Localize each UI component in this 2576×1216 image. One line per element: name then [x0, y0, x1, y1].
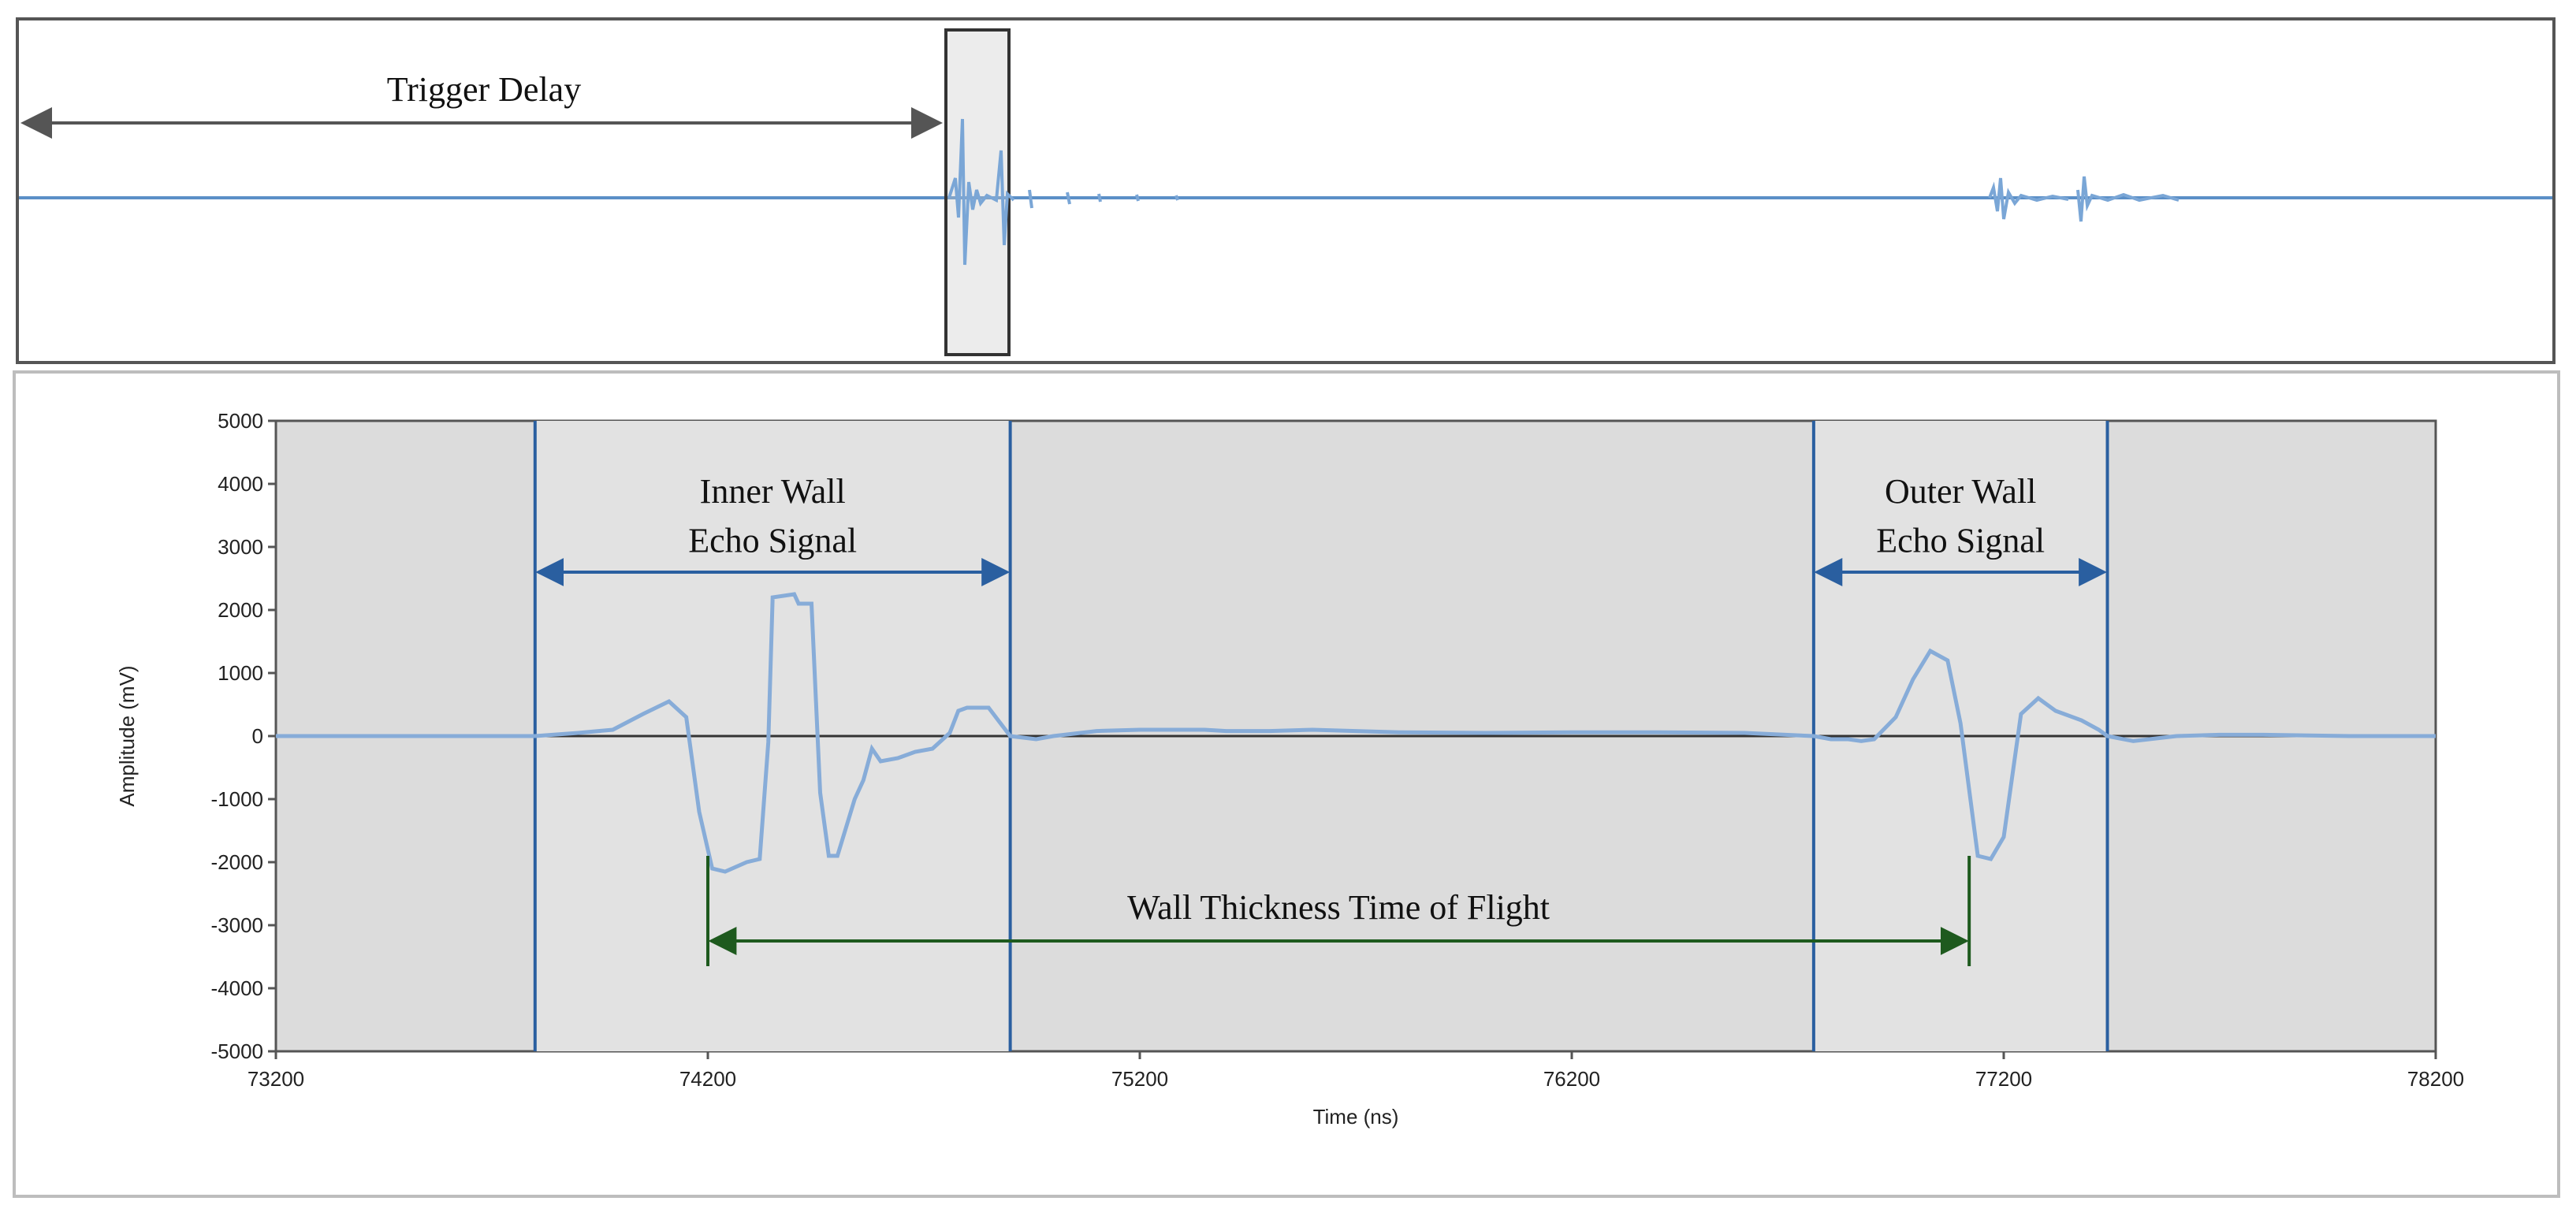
y-tick-label: -5000: [211, 1039, 264, 1063]
x-tick-label: 78200: [2407, 1067, 2464, 1091]
y-tick-label: -3000: [211, 913, 264, 937]
trigger-delay-label: Trigger Delay: [387, 70, 581, 109]
x-tick-label: 73200: [248, 1067, 304, 1091]
overview-svg: Trigger Delay: [19, 28, 2552, 356]
gate-label-line1: Outer Wall: [1885, 472, 2036, 511]
y-tick-label: 0: [252, 724, 263, 748]
y-tick-label: 3000: [218, 535, 263, 559]
y-axis: 5000 4000 3000 2000 1000 0 -1000 -2000 -3000 -400…: [211, 409, 276, 1063]
y-tick-label: -4000: [211, 976, 264, 1000]
echo-chart: Inner Wall Echo Signal Outer Wall Echo Sign…: [115, 409, 2464, 1129]
overview-echo-burst-2: [1988, 176, 2180, 222]
overview-echo-small: [1028, 189, 1179, 209]
x-tick-label: 76200: [1543, 1067, 1600, 1091]
time-of-flight-layer: Wall Thickness Time of Flight: [706, 856, 1971, 966]
signal-line: [276, 592, 2436, 874]
gate-label-line2: Echo Signal: [1876, 521, 2045, 560]
y-tick-label: 2000: [218, 598, 263, 622]
x-axis-label: Time (ns): [1313, 1105, 1399, 1129]
gate-label-line2: Echo Signal: [688, 521, 857, 560]
x-tick-label: 77200: [1975, 1067, 2032, 1091]
y-tick-label: -2000: [211, 850, 264, 874]
gate-label-line1: Inner Wall: [700, 472, 846, 511]
x-tick-label: 75200: [1111, 1067, 1168, 1091]
y-tick-label: 4000: [218, 472, 263, 496]
x-axis: 73200 74200 75200 76200 77200 78200: [248, 1051, 2464, 1091]
zoom-chart-panel: Inner Wall Echo Signal Outer Wall Echo Sign…: [13, 370, 2560, 1198]
y-tick-label: 5000: [218, 409, 263, 433]
y-tick-label: 1000: [218, 661, 263, 685]
overview-echo-burst: [947, 118, 1015, 266]
y-tick-label: -1000: [211, 787, 264, 811]
y-axis-label: Amplitude (mV): [115, 665, 139, 806]
x-tick-label: 74200: [679, 1067, 736, 1091]
tof-label: Wall Thickness Time of Flight: [1127, 888, 1550, 927]
overview-panel: Trigger Delay: [16, 17, 2556, 364]
